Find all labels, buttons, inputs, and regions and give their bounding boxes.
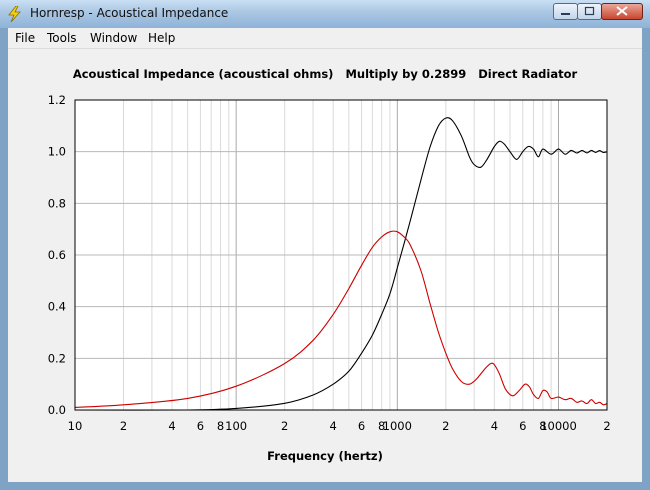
window-title: Hornresp - Acoustical Impedance bbox=[30, 6, 229, 20]
minimize-icon bbox=[561, 13, 570, 15]
x-tick-label: 2 bbox=[281, 419, 288, 433]
x-tick-label: 2 bbox=[120, 419, 127, 433]
x-tick-label: 10 bbox=[68, 419, 83, 433]
grid-lines bbox=[75, 100, 607, 410]
menu-tools[interactable]: Tools bbox=[47, 31, 77, 45]
y-tick-label: 0.4 bbox=[48, 300, 66, 314]
x-tick-label: 6 bbox=[197, 419, 204, 433]
x-tick-label: 10000 bbox=[540, 419, 577, 433]
plot-frame bbox=[74, 99, 608, 411]
chart-panel: Acoustical Impedance (acoustical ohms) M… bbox=[8, 49, 642, 482]
impedance-chart: Acoustical Impedance (acoustical ohms) M… bbox=[48, 67, 611, 463]
x-tick-label: 2 bbox=[442, 419, 449, 433]
y-tick-label: 1.0 bbox=[48, 145, 66, 159]
minimize-button[interactable] bbox=[553, 3, 578, 20]
x-tick-label: 100 bbox=[225, 419, 247, 433]
x-tick-label: 4 bbox=[168, 419, 175, 433]
y-tick-label: 0.6 bbox=[48, 248, 66, 262]
menu-help[interactable]: Help bbox=[148, 31, 176, 45]
series-line-reactance bbox=[74, 230, 608, 408]
close-icon bbox=[616, 6, 628, 16]
menu-window[interactable]: Window bbox=[90, 31, 138, 45]
y-tick-label: 0.2 bbox=[48, 351, 66, 365]
maximize-button[interactable] bbox=[577, 3, 602, 20]
menu-bar: File Tools Window Help bbox=[8, 28, 642, 49]
close-button[interactable] bbox=[601, 3, 643, 20]
x-tick-label: 2 bbox=[603, 419, 610, 433]
series-line-resistance bbox=[74, 117, 608, 411]
chart-title: Acoustical Impedance (acoustical ohms) M… bbox=[73, 67, 578, 81]
y-tick-label: 0.8 bbox=[48, 196, 66, 210]
title-bar[interactable]: Hornresp - Acoustical Impedance bbox=[0, 0, 650, 28]
x-tick-label: 6 bbox=[519, 419, 526, 433]
x-tick-label: 8 bbox=[378, 419, 385, 433]
x-tick-label: 8 bbox=[217, 419, 224, 433]
y-tick-labels: 0.0 0.2 0.4 0.6 0.8 1.0 1.2 bbox=[48, 93, 66, 417]
x-tick-label: 4 bbox=[330, 419, 337, 433]
maximize-icon bbox=[584, 6, 595, 16]
lightning-bolt-icon bbox=[8, 6, 21, 22]
y-tick-label: 0.0 bbox=[48, 403, 66, 417]
y-tick-label: 1.2 bbox=[48, 93, 66, 107]
menu-file[interactable]: File bbox=[15, 31, 36, 45]
x-tick-label: 8 bbox=[539, 419, 546, 433]
series-layer bbox=[74, 117, 608, 411]
x-axis-label: Frequency (hertz) bbox=[267, 449, 383, 463]
x-tick-label: 4 bbox=[491, 419, 498, 433]
x-tick-label: 1000 bbox=[383, 419, 412, 433]
x-tick-label: 6 bbox=[358, 419, 365, 433]
